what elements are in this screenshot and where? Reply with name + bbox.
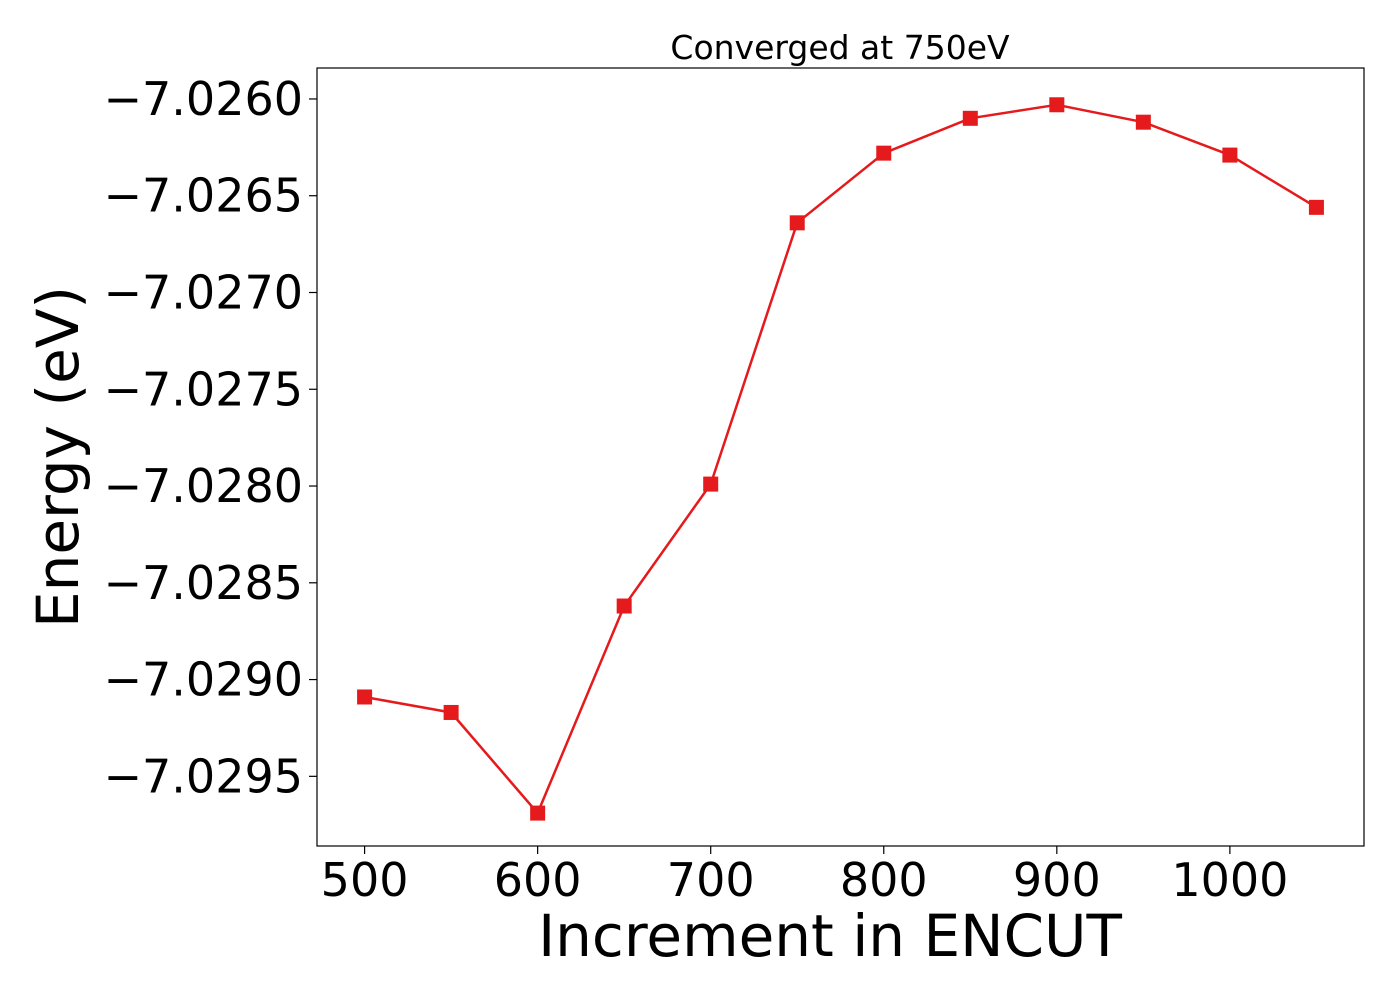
data-point-marker: [876, 145, 892, 161]
series-layer: [357, 97, 1324, 821]
data-point-marker: [357, 689, 373, 705]
y-tick-label: −7.0265: [104, 169, 304, 223]
x-tick-label: 1000: [1171, 853, 1288, 907]
x-tick-label: 700: [667, 853, 755, 907]
data-point-marker: [530, 805, 546, 821]
x-axis-label: Increment in ENCUT: [538, 902, 1122, 970]
data-point-marker: [443, 704, 459, 720]
data-point-marker: [1049, 97, 1065, 113]
y-tick-label: −7.0260: [104, 72, 304, 126]
data-point-marker: [789, 215, 805, 231]
series-line: [364, 103, 1318, 815]
x-tick-label: 500: [321, 853, 409, 907]
y-tick-label: −7.0280: [104, 459, 304, 513]
x-axis-ticks: 500 600 700 800 900 1000: [321, 846, 1288, 907]
y-axis-ticks: −7.0260 −7.0265 −7.0270 −7.0275 −7.0280 −7.02…: [104, 72, 317, 803]
y-tick-label: −7.0270: [104, 265, 304, 319]
y-tick-label: −7.0275: [104, 362, 304, 416]
x-tick-label: 900: [1013, 853, 1101, 907]
data-point-marker: [1308, 199, 1324, 215]
y-tick-label: −7.0290: [104, 653, 304, 707]
data-point-marker: [616, 598, 632, 614]
data-point-marker: [962, 110, 978, 126]
plot-frame: [316, 67, 1365, 847]
y-axis-label: Energy (eV): [24, 286, 92, 628]
chart-title: Converged at 750eV: [670, 28, 1010, 67]
data-point-marker: [1135, 114, 1151, 130]
x-tick-label: 800: [840, 853, 928, 907]
y-tick-label: −7.0295: [104, 749, 304, 803]
data-point-marker: [1222, 147, 1238, 163]
x-tick-label: 600: [494, 853, 582, 907]
data-point-marker: [703, 476, 719, 492]
y-tick-label: −7.0285: [104, 556, 304, 610]
